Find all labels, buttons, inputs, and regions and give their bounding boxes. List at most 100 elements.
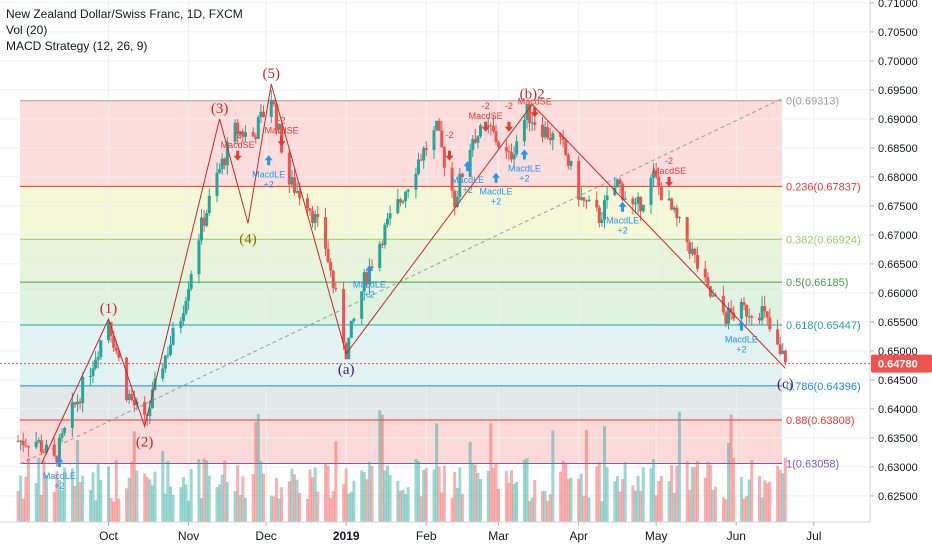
volume-bar bbox=[417, 461, 420, 522]
candle-body bbox=[450, 167, 454, 191]
wave-label: (c) bbox=[777, 376, 794, 392]
volume-bar bbox=[414, 459, 418, 522]
candle-body bbox=[634, 203, 637, 205]
volume-bar bbox=[765, 483, 769, 522]
price-tick-label: 0.62500 bbox=[878, 491, 918, 503]
candle-body bbox=[334, 288, 338, 290]
volume-bar bbox=[274, 478, 278, 522]
volume-bar bbox=[747, 479, 751, 522]
volume-bar bbox=[476, 473, 480, 522]
candle-body bbox=[269, 99, 273, 117]
volume-bar bbox=[153, 471, 157, 522]
volume-bar bbox=[778, 469, 782, 522]
signal-qty: +2 bbox=[617, 226, 627, 236]
volume-bar bbox=[215, 486, 219, 522]
candle-body bbox=[406, 189, 410, 192]
fib-zone bbox=[20, 324, 782, 386]
volume-bar bbox=[277, 498, 281, 522]
candle-body bbox=[765, 311, 769, 318]
volume-bar bbox=[256, 414, 260, 522]
volume-bar bbox=[685, 461, 689, 522]
candle-body bbox=[551, 133, 555, 141]
candle-body bbox=[16, 440, 20, 442]
candle-body bbox=[778, 344, 782, 354]
time-tick-label: Oct bbox=[99, 529, 118, 543]
volume-bar bbox=[577, 478, 581, 522]
candle-body bbox=[659, 186, 663, 201]
volume-bar bbox=[259, 460, 263, 522]
price-tick-label: 0.66500 bbox=[878, 259, 918, 271]
volume-bar bbox=[758, 476, 761, 522]
volume-bar bbox=[200, 498, 203, 522]
candle-body bbox=[256, 117, 260, 139]
candle-body bbox=[181, 313, 185, 322]
time-tick-label: 2019 bbox=[333, 529, 360, 543]
candle-body bbox=[132, 400, 136, 406]
volume-bar bbox=[760, 497, 764, 522]
candle-body bbox=[272, 99, 276, 104]
fib-label: 0.88(0.63808) bbox=[786, 415, 855, 427]
candle-body bbox=[541, 124, 544, 138]
volume-bar bbox=[745, 496, 749, 522]
long-arrow-icon bbox=[520, 149, 529, 160]
volume-indicator-label[interactable]: Vol (20) bbox=[6, 23, 48, 37]
candle-body bbox=[417, 159, 420, 174]
candle-body bbox=[442, 147, 446, 168]
candle-body bbox=[512, 154, 516, 160]
candle-body bbox=[670, 198, 674, 210]
long-arrow-icon bbox=[618, 201, 627, 212]
signal-label: MacdLE bbox=[606, 216, 639, 226]
volume-bars bbox=[16, 410, 787, 522]
candle-body bbox=[404, 191, 408, 202]
candle-body bbox=[491, 125, 495, 132]
volume-bar bbox=[522, 459, 526, 522]
volume-bar bbox=[127, 477, 131, 522]
candle-body bbox=[494, 131, 498, 142]
candle-body bbox=[360, 291, 364, 319]
time-axis-bg bbox=[0, 522, 932, 550]
volume-bar bbox=[383, 470, 387, 522]
candle-body bbox=[732, 312, 736, 319]
volume-bar bbox=[727, 442, 730, 522]
volume-bar bbox=[631, 485, 635, 522]
signal-label: MacdLE bbox=[252, 169, 285, 179]
candle-body bbox=[458, 173, 462, 198]
candle-body bbox=[125, 357, 129, 400]
wave-label: (5) bbox=[263, 66, 281, 82]
fib-label: 0(0.69313) bbox=[786, 96, 839, 108]
signal-label: MacdSE bbox=[469, 111, 503, 121]
long-arrow-icon bbox=[365, 265, 374, 276]
signal-qty: +2 bbox=[54, 481, 64, 491]
volume-bar bbox=[117, 498, 121, 522]
candle-body bbox=[73, 402, 77, 405]
candle-body bbox=[197, 240, 201, 275]
volume-bar bbox=[21, 498, 25, 522]
candle-body bbox=[365, 272, 369, 285]
volume-bar bbox=[525, 458, 529, 522]
candle-body bbox=[386, 218, 389, 225]
candle-body bbox=[727, 308, 730, 324]
time-tick-label: Feb bbox=[416, 529, 437, 543]
candle-body bbox=[781, 350, 785, 354]
signal-qty: +2 bbox=[491, 197, 501, 207]
short-arrow-icon bbox=[233, 150, 242, 161]
volume-bar bbox=[783, 457, 787, 522]
volume-bar bbox=[435, 423, 439, 522]
volume-bar bbox=[26, 458, 30, 522]
candle-body bbox=[225, 141, 229, 166]
volume-bar bbox=[690, 467, 694, 522]
volume-bar bbox=[94, 500, 98, 522]
volume-bar bbox=[202, 458, 206, 522]
volume-bar bbox=[613, 481, 617, 522]
macd-indicator-label[interactable]: MACD Strategy (12, 26, 9) bbox=[6, 39, 148, 53]
candle-body bbox=[453, 190, 457, 207]
volume-bar bbox=[367, 461, 371, 522]
symbol-title[interactable]: New Zealand Dollar/Swiss Franc, 1D, FXCM bbox=[6, 7, 243, 21]
volume-bar bbox=[652, 458, 656, 522]
volume-bar bbox=[559, 471, 563, 522]
volume-bar bbox=[181, 477, 185, 522]
candle-body bbox=[605, 195, 609, 201]
candle-body bbox=[688, 242, 692, 254]
